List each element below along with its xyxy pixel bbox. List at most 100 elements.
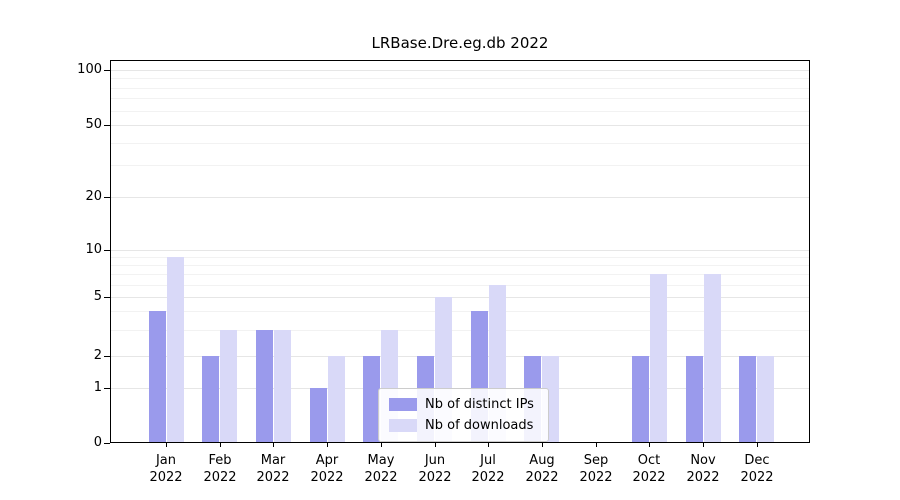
bar-downloads xyxy=(704,274,721,443)
x-tick-month: Apr xyxy=(315,453,339,468)
x-tick-label: Jul 2022 xyxy=(456,452,520,486)
legend-label-downloads: Nb of downloads xyxy=(425,418,534,433)
y-tick-label: 50 xyxy=(85,117,102,132)
gridline-major xyxy=(111,356,809,357)
bar-distinct-ips xyxy=(202,356,219,443)
gridline-minor xyxy=(111,311,809,312)
y-tick-label: 1 xyxy=(93,380,102,395)
x-tick-year: 2022 xyxy=(203,470,237,485)
bar-downloads xyxy=(328,356,345,443)
bar-downloads xyxy=(167,257,184,443)
x-tick-month: Jan xyxy=(155,453,177,468)
y-tick-mark xyxy=(104,297,110,298)
gridline-major xyxy=(111,250,809,251)
x-tick-year: 2022 xyxy=(149,470,183,485)
x-tick-mark xyxy=(649,443,650,447)
y-tick-mark xyxy=(104,443,110,444)
x-tick-month: May xyxy=(367,453,395,468)
x-tick-label: Mar 2022 xyxy=(241,452,305,486)
x-tick-label: Jan 2022 xyxy=(134,452,198,486)
bar-downloads xyxy=(220,330,237,443)
x-tick-year: 2022 xyxy=(310,470,344,485)
x-tick-mark xyxy=(166,443,167,447)
y-tick-mark xyxy=(104,70,110,71)
x-tick-mark xyxy=(381,443,382,447)
y-tick-label: 2 xyxy=(93,348,102,363)
legend-item-downloads: Nb of downloads xyxy=(389,418,534,433)
gridline-minor xyxy=(111,88,809,89)
x-tick-mark xyxy=(757,443,758,447)
x-tick-month: Jul xyxy=(480,453,496,468)
x-tick-year: 2022 xyxy=(256,470,290,485)
gridline-minor xyxy=(111,330,809,331)
bar-distinct-ips xyxy=(256,330,273,443)
x-tick-year: 2022 xyxy=(418,470,452,485)
y-tick-label: 0 xyxy=(93,435,102,450)
bar-distinct-ips xyxy=(310,388,327,443)
x-tick-month: Oct xyxy=(637,453,661,468)
y-tick-label: 100 xyxy=(77,62,102,77)
y-tick-mark xyxy=(104,197,110,198)
x-tick-month: Feb xyxy=(208,453,232,468)
gridline-minor xyxy=(111,165,809,166)
x-tick-month: Aug xyxy=(529,453,555,468)
x-tick-year: 2022 xyxy=(632,470,666,485)
bar-downloads xyxy=(274,330,291,443)
x-tick-label: Nov 2022 xyxy=(671,452,735,486)
gridline-minor xyxy=(111,143,809,144)
gridline-minor xyxy=(111,78,809,79)
x-tick-label: Dec 2022 xyxy=(725,452,789,486)
x-tick-month: Dec xyxy=(744,453,770,468)
gridline-minor xyxy=(111,98,809,99)
x-tick-year: 2022 xyxy=(525,470,559,485)
y-tick-label: 20 xyxy=(85,189,102,204)
x-tick-label: May 2022 xyxy=(349,452,413,486)
y-tick-label: 10 xyxy=(85,242,102,257)
y-tick-mark xyxy=(104,250,110,251)
x-tick-year: 2022 xyxy=(579,470,613,485)
gridline-major xyxy=(111,297,809,298)
legend-item-distinct-ips: Nb of distinct IPs xyxy=(389,397,534,412)
gridline-major xyxy=(111,70,809,71)
chart-title: LRBase.Dre.eg.db 2022 xyxy=(371,34,549,52)
x-tick-mark xyxy=(488,443,489,447)
y-tick-label: 5 xyxy=(93,289,102,304)
x-tick-month: Jun xyxy=(424,453,446,468)
legend-label-distinct-ips: Nb of distinct IPs xyxy=(425,397,534,412)
x-tick-month: Sep xyxy=(583,453,609,468)
x-tick-month: Nov xyxy=(690,453,716,468)
x-tick-label: Feb 2022 xyxy=(188,452,252,486)
x-tick-month: Mar xyxy=(260,453,286,468)
y-tick-mark xyxy=(104,125,110,126)
legend-swatch-downloads xyxy=(389,419,417,432)
x-tick-mark xyxy=(327,443,328,447)
chart-legend: Nb of distinct IPs Nb of downloads xyxy=(378,388,549,442)
x-tick-mark xyxy=(596,443,597,447)
x-tick-mark xyxy=(703,443,704,447)
y-tick-mark xyxy=(104,356,110,357)
x-tick-mark xyxy=(542,443,543,447)
x-tick-label: Sep 2022 xyxy=(564,452,628,486)
x-tick-year: 2022 xyxy=(686,470,720,485)
x-tick-mark xyxy=(273,443,274,447)
gridline-major xyxy=(111,197,809,198)
x-tick-label: Aug 2022 xyxy=(510,452,574,486)
bar-distinct-ips xyxy=(363,356,380,443)
gridline-major xyxy=(111,125,809,126)
x-tick-label: Jun 2022 xyxy=(403,452,467,486)
bar-distinct-ips xyxy=(632,356,649,443)
gridline-minor xyxy=(111,265,809,266)
x-tick-mark xyxy=(220,443,221,447)
legend-swatch-distinct-ips xyxy=(389,398,417,411)
bar-downloads xyxy=(650,274,667,443)
gridline-minor xyxy=(111,274,809,275)
y-tick-mark xyxy=(104,388,110,389)
x-tick-label: Apr 2022 xyxy=(295,452,359,486)
bar-distinct-ips xyxy=(686,356,703,443)
bar-distinct-ips xyxy=(739,356,756,443)
gridline-minor xyxy=(111,257,809,258)
bar-distinct-ips xyxy=(149,311,166,443)
x-tick-year: 2022 xyxy=(364,470,398,485)
x-tick-year: 2022 xyxy=(740,470,774,485)
